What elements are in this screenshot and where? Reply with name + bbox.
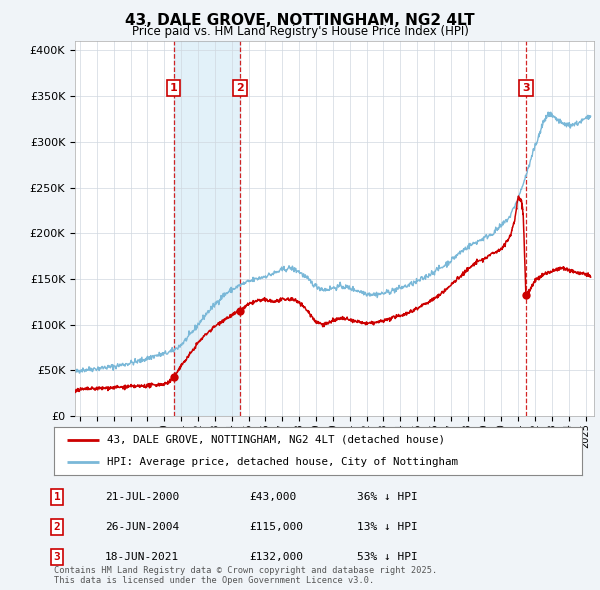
Text: £43,000: £43,000 bbox=[249, 492, 296, 502]
Text: Contains HM Land Registry data © Crown copyright and database right 2025.
This d: Contains HM Land Registry data © Crown c… bbox=[54, 566, 437, 585]
Text: 3: 3 bbox=[53, 552, 61, 562]
Text: 43, DALE GROVE, NOTTINGHAM, NG2 4LT (detached house): 43, DALE GROVE, NOTTINGHAM, NG2 4LT (det… bbox=[107, 435, 445, 445]
Text: HPI: Average price, detached house, City of Nottingham: HPI: Average price, detached house, City… bbox=[107, 457, 458, 467]
Text: £132,000: £132,000 bbox=[249, 552, 303, 562]
Text: 1: 1 bbox=[170, 83, 178, 93]
Bar bbox=[173, 41, 240, 416]
Text: £115,000: £115,000 bbox=[249, 522, 303, 532]
Text: 3: 3 bbox=[522, 83, 530, 93]
Text: 21-JUL-2000: 21-JUL-2000 bbox=[105, 492, 179, 502]
Text: 2: 2 bbox=[236, 83, 244, 93]
Text: 26-JUN-2004: 26-JUN-2004 bbox=[105, 522, 179, 532]
Text: 13% ↓ HPI: 13% ↓ HPI bbox=[357, 522, 418, 532]
Text: 43, DALE GROVE, NOTTINGHAM, NG2 4LT: 43, DALE GROVE, NOTTINGHAM, NG2 4LT bbox=[125, 13, 475, 28]
Text: 2: 2 bbox=[53, 522, 61, 532]
Text: 36% ↓ HPI: 36% ↓ HPI bbox=[357, 492, 418, 502]
Text: 18-JUN-2021: 18-JUN-2021 bbox=[105, 552, 179, 562]
Text: 1: 1 bbox=[53, 492, 61, 502]
Text: Price paid vs. HM Land Registry's House Price Index (HPI): Price paid vs. HM Land Registry's House … bbox=[131, 25, 469, 38]
Text: 53% ↓ HPI: 53% ↓ HPI bbox=[357, 552, 418, 562]
